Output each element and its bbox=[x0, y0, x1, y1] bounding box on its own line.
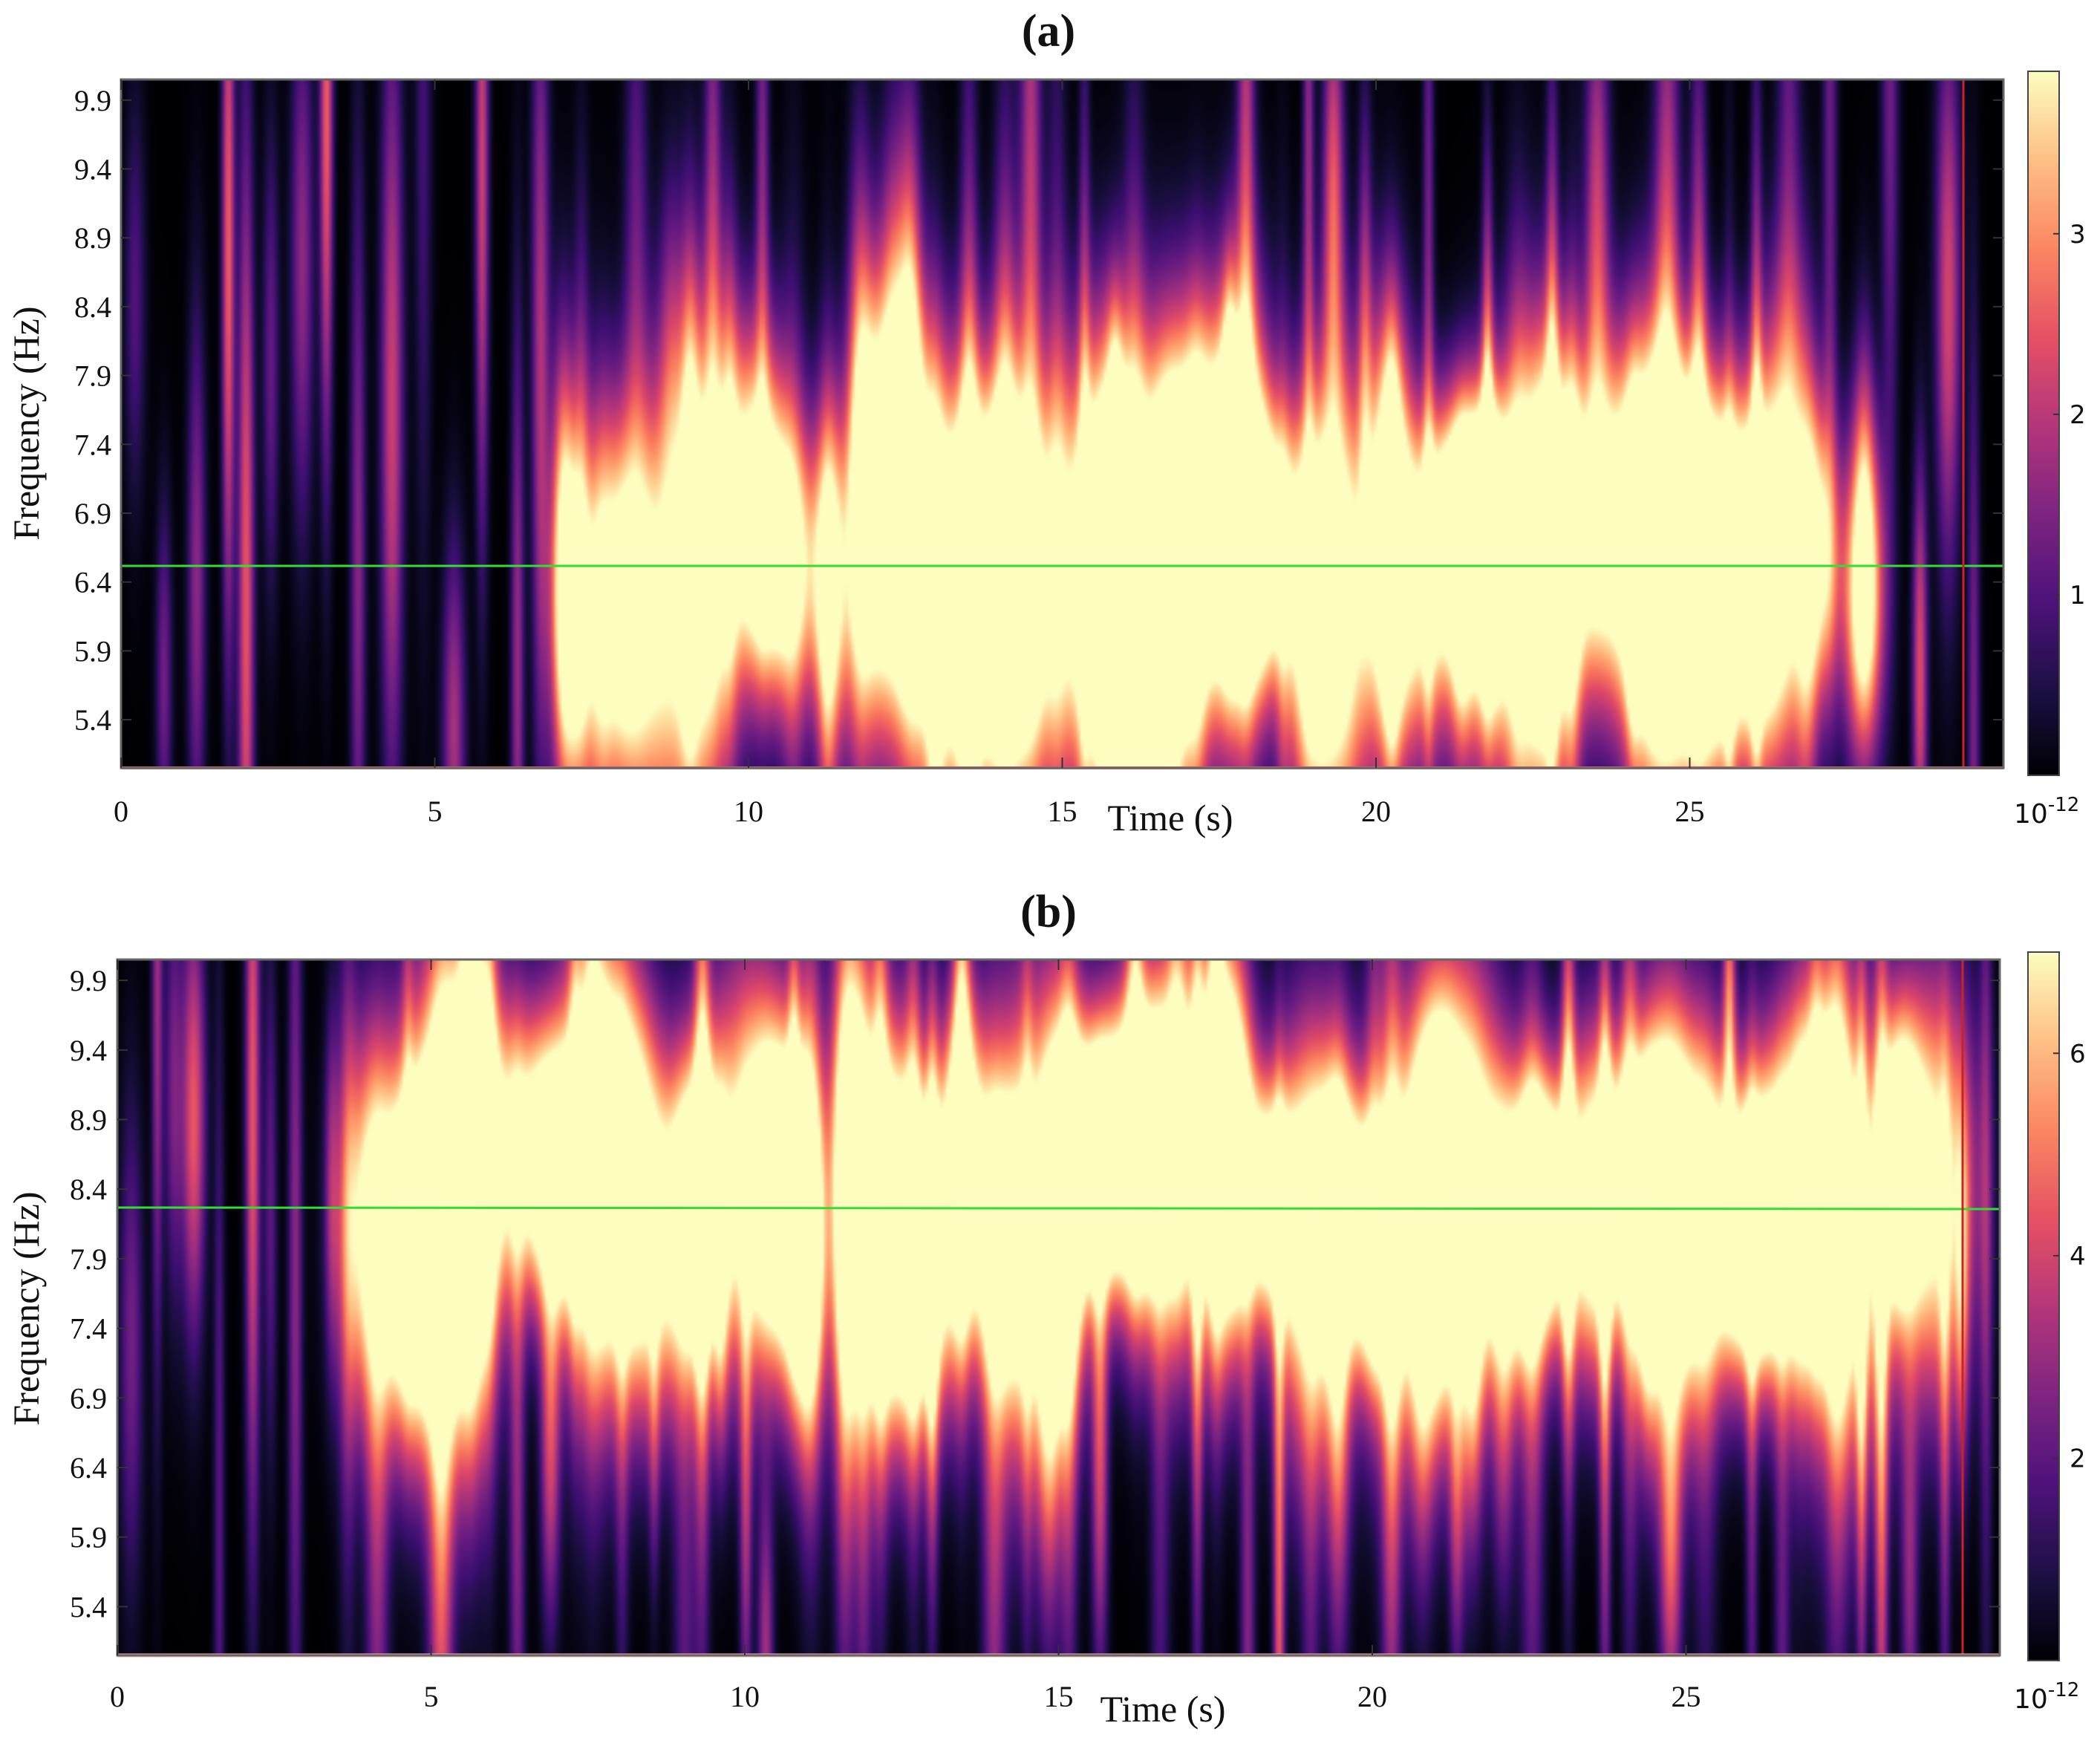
x-tick-label: 0 bbox=[110, 1680, 125, 1713]
colorbar-tick-label: 3 bbox=[2070, 220, 2086, 250]
y-tick-label: 9.4 bbox=[70, 1034, 107, 1067]
y-tick-label: 7.4 bbox=[70, 1312, 107, 1346]
y-tick-label: 8.4 bbox=[74, 290, 111, 324]
heatmap-area bbox=[121, 79, 2003, 768]
y-tick-label: 8.4 bbox=[70, 1173, 107, 1206]
ridge-line bbox=[117, 1206, 2000, 1211]
panel-title: (b) bbox=[1020, 887, 1077, 937]
heatmap-area bbox=[117, 960, 2000, 1655]
x-tick-label: 5 bbox=[424, 1680, 439, 1713]
y-axis: 5.4 5.9 6.4 6.9 7.4 7.9 8.4 8.9 9.4 9.9 bbox=[74, 84, 2003, 737]
colorbar bbox=[2027, 951, 2060, 1661]
x-axis: 0 5 10 15 20 25 bbox=[110, 960, 1701, 1713]
y-tick-label: 7.9 bbox=[74, 359, 111, 393]
colorbar-exponent: 10-12 bbox=[2014, 794, 2079, 830]
y-tick-label: 9.9 bbox=[74, 84, 111, 117]
y-tick-label: 9.9 bbox=[70, 964, 107, 997]
y-tick-label: 5.4 bbox=[74, 703, 111, 737]
y-tick-label: 6.9 bbox=[70, 1381, 107, 1415]
y-tick-label: 6.4 bbox=[74, 566, 111, 599]
colorbar-tick-label: 2 bbox=[2070, 400, 2086, 430]
y-tick-label: 9.4 bbox=[74, 153, 111, 186]
x-axis-label: Time (s) bbox=[1107, 797, 1233, 838]
x-tick-label: 5 bbox=[428, 795, 443, 828]
y-tick-label: 5.9 bbox=[74, 634, 111, 668]
x-tick-label: 15 bbox=[1048, 795, 1077, 828]
x-tick-label: 20 bbox=[1361, 795, 1391, 828]
y-tick-label: 8.9 bbox=[70, 1104, 107, 1137]
x-tick-label: 10 bbox=[730, 1680, 760, 1713]
x-axis-label: Time (s) bbox=[1100, 1688, 1225, 1730]
colorbar-tick-label: 1 bbox=[2070, 581, 2086, 610]
y-axis: 5.4 5.9 6.4 6.9 7.4 7.9 8.4 8.9 9.4 9.9 bbox=[70, 964, 2000, 1623]
panel-b: (b) 5.4 5.9 6.4 6.9 7.4 7.9 8.4 8.9 9.4 9.9 0 5 10 1… bbox=[5, 887, 2086, 1730]
panel-title: (a) bbox=[1022, 6, 1075, 56]
panel-a: (a) 5.4 5.9 6.4 6.9 7.4 7.9 8.4 8.9 9.4 9.9 0 5 10 1… bbox=[5, 6, 2086, 838]
colorbar-exponent: 10-12 bbox=[2014, 1679, 2079, 1715]
colorbar-ticks: 2 4 6 bbox=[2053, 1039, 2086, 1473]
colorbar-ticks: 1 2 3 bbox=[2053, 220, 2086, 610]
x-tick-label: 0 bbox=[114, 795, 128, 828]
y-axis-label: Frequency (Hz) bbox=[5, 1191, 47, 1425]
x-tick-label: 25 bbox=[1675, 795, 1705, 828]
x-axis: 0 5 10 15 20 25 bbox=[114, 79, 1705, 828]
x-tick-label: 10 bbox=[734, 795, 763, 828]
x-tick-label: 15 bbox=[1044, 1680, 1074, 1713]
y-tick-label: 5.4 bbox=[70, 1590, 107, 1623]
colorbar-tick-label: 6 bbox=[2070, 1039, 2086, 1069]
y-tick-label: 6.4 bbox=[70, 1451, 107, 1485]
y-tick-label: 6.9 bbox=[74, 497, 111, 530]
x-tick-label: 20 bbox=[1357, 1680, 1387, 1713]
y-tick-label: 7.9 bbox=[70, 1242, 107, 1276]
colorbar-tick-label: 4 bbox=[2070, 1242, 2086, 1271]
y-tick-label: 5.9 bbox=[70, 1521, 107, 1554]
y-tick-label: 8.9 bbox=[74, 221, 111, 255]
colorbar-tick-label: 2 bbox=[2070, 1444, 2086, 1473]
x-tick-label: 25 bbox=[1672, 1680, 1701, 1713]
y-tick-label: 7.4 bbox=[74, 428, 111, 461]
colorbar bbox=[2027, 71, 2060, 776]
y-axis-label: Frequency (Hz) bbox=[5, 306, 47, 540]
